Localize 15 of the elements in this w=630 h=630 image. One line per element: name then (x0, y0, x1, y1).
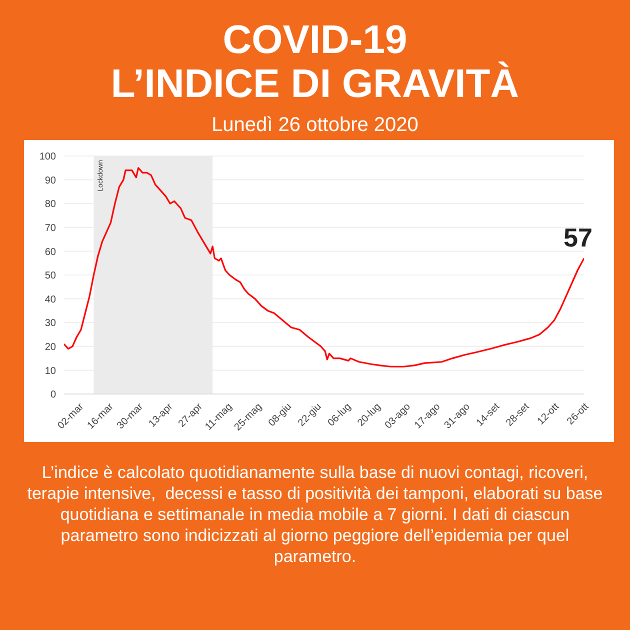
y-tick-label: 80 (44, 199, 56, 210)
y-tick-label: 70 (44, 222, 56, 234)
y-tick-label: 100 (39, 152, 56, 163)
y-tick-label: 50 (44, 270, 56, 282)
chart-subtitle: Lunedì 26 ottobre 2020 (210, 114, 420, 137)
y-tick-label: 90 (44, 175, 56, 186)
text: L’indice è calcolato quotidianamente sulla base di nuovi contagi, ricoveri, terapie intensive, decessi e tasso di positività dei tamponi, elaborati su base quotidiana e settimanale in media mobile a 7 giorni. I dati di ciascun parametro sono indicizzati al giorno peggiore dell’epidemia per quel parametro. (26, 462, 604, 567)
y-tick-label: 40 (44, 294, 56, 306)
y-tick-label: 30 (44, 318, 56, 330)
y-tick-label: 20 (44, 342, 56, 353)
y-tick-label: 60 (44, 246, 56, 258)
annotation: 57 (564, 222, 592, 252)
y-tick-label: 0 (50, 390, 56, 401)
y-tick-label: 10 (44, 366, 56, 377)
chart-title: COVID-19 L’INDICE DI GRAVITÀ (110, 18, 520, 106)
